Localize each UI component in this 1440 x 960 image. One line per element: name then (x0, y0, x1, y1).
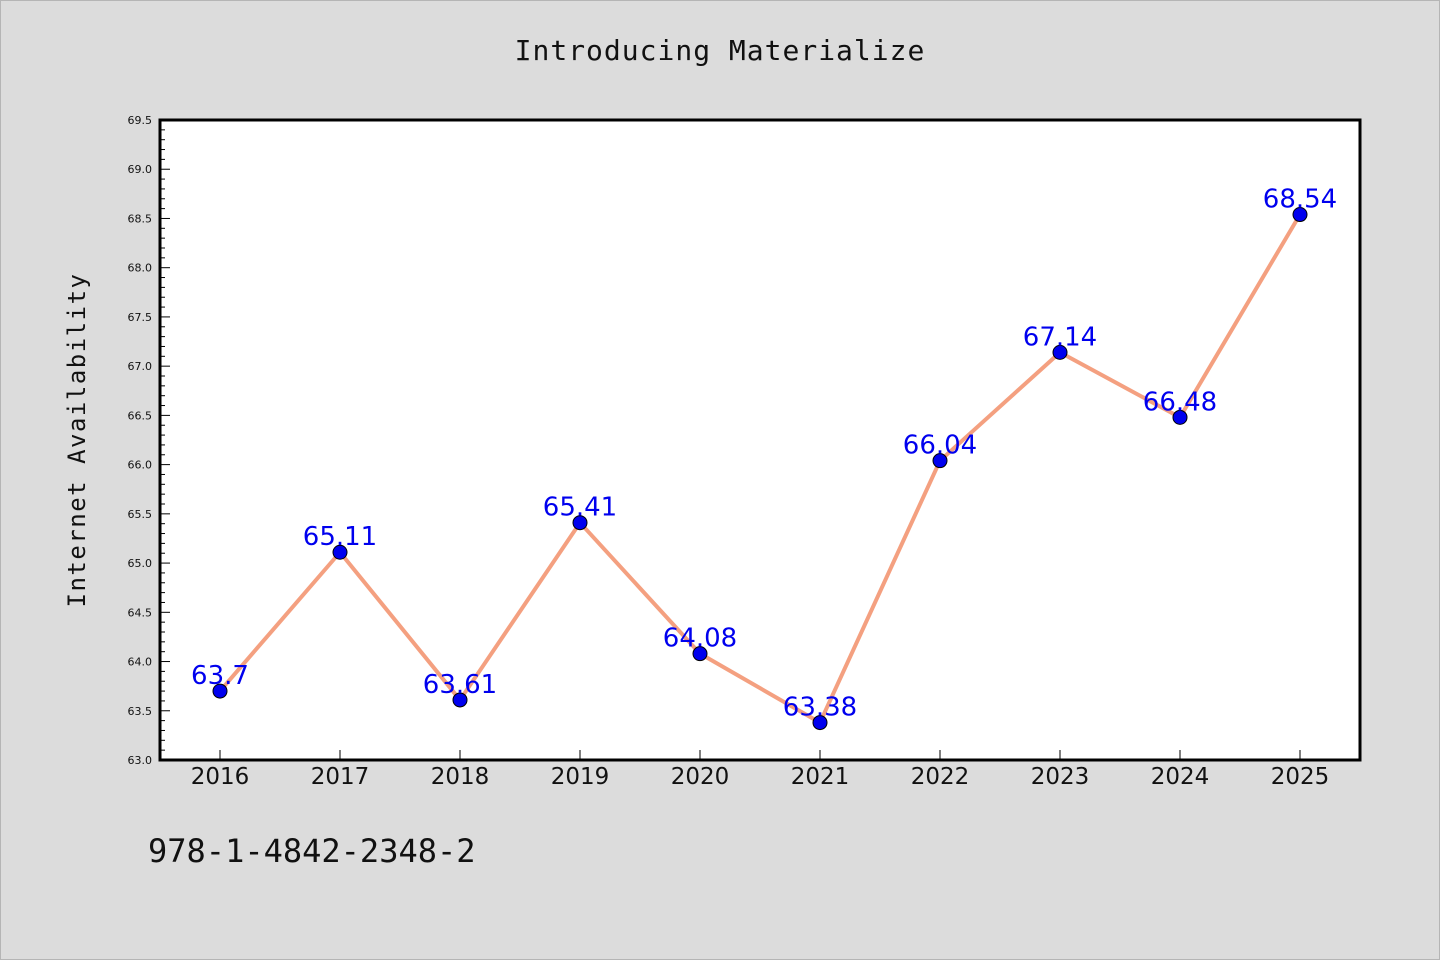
data-point (452, 692, 468, 708)
x-tick-label: 2022 (911, 764, 970, 790)
data-label: 66.48 (1143, 387, 1217, 417)
y-tick-label: 66.0 (128, 459, 153, 472)
x-tick-label: 2019 (551, 764, 610, 790)
y-tick-label: 67.0 (128, 360, 153, 373)
y-tick-label: 69.0 (128, 163, 153, 176)
series-line-segment (458, 520, 582, 702)
series-line-segment (578, 520, 702, 656)
data-label: 68.54 (1263, 185, 1337, 215)
data-point (332, 544, 348, 560)
series-line-segment (218, 550, 342, 694)
x-tick-label: 2016 (191, 764, 250, 790)
data-label: 63.61 (423, 670, 497, 700)
series-line-segment (938, 350, 1062, 463)
y-tick-label: 68.5 (128, 212, 153, 225)
y-tick-label: 66.5 (128, 409, 153, 422)
plot-area (160, 120, 1360, 760)
data-label: 63.7 (191, 661, 249, 691)
x-tick-label: 2024 (1151, 764, 1210, 790)
x-tick-label: 2017 (311, 764, 370, 790)
x-tick-label: 2025 (1271, 764, 1330, 790)
y-tick-label: 65.5 (128, 508, 153, 521)
data-label: 63.38 (783, 693, 857, 723)
data-point (932, 453, 948, 469)
data-point (692, 646, 708, 662)
series-line-segment (818, 458, 942, 725)
y-tick-label: 65.0 (128, 557, 153, 570)
data-point (1292, 207, 1308, 223)
data-label: 65.41 (543, 493, 617, 523)
y-tick-label: 68.0 (128, 262, 153, 275)
plot-border (158, 118, 1362, 762)
isbn-text: 978-1-4842-2348-2 (148, 832, 476, 870)
data-point (1172, 409, 1188, 425)
data-point (572, 515, 588, 531)
data-point (212, 683, 228, 699)
y-tick-label: 67.5 (128, 311, 153, 324)
data-label: 65.11 (303, 522, 377, 552)
data-point (812, 715, 828, 731)
y-tick-label: 63.5 (128, 705, 153, 718)
series-line-segment (698, 651, 822, 725)
data-label: 64.08 (663, 624, 737, 654)
data-label: 67.14 (1023, 322, 1097, 352)
series-line-segment (1178, 212, 1302, 420)
y-tick-label: 69.5 (128, 114, 153, 127)
y-axis-label: Internet Availability (63, 273, 91, 608)
x-tick-label: 2020 (671, 764, 730, 790)
y-tick-label: 64.0 (128, 656, 153, 669)
y-tick-label: 64.5 (128, 606, 153, 619)
chart-title: Introducing Materialize (514, 34, 926, 67)
x-tick-label: 2018 (431, 764, 490, 790)
data-point (1052, 344, 1068, 360)
series-line-segment (1058, 350, 1182, 420)
x-tick-label: 2023 (1031, 764, 1090, 790)
x-tick-label: 2021 (791, 764, 850, 790)
series-line-segment (338, 550, 462, 702)
y-tick-label: 63.0 (128, 754, 153, 767)
data-label: 66.04 (903, 431, 977, 461)
